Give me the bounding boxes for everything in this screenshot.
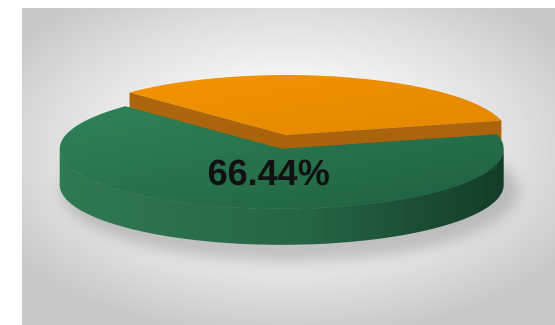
- pie-slice-top: [59, 106, 504, 209]
- pie-slice-top: [129, 75, 502, 135]
- chart-area: 66.44%: [22, 8, 555, 325]
- slice-data-label: 66.44%: [208, 152, 330, 193]
- pie-slice: [59, 106, 504, 245]
- pie-chart: 66.44%: [59, 75, 518, 261]
- pie-slice-side: [59, 148, 504, 245]
